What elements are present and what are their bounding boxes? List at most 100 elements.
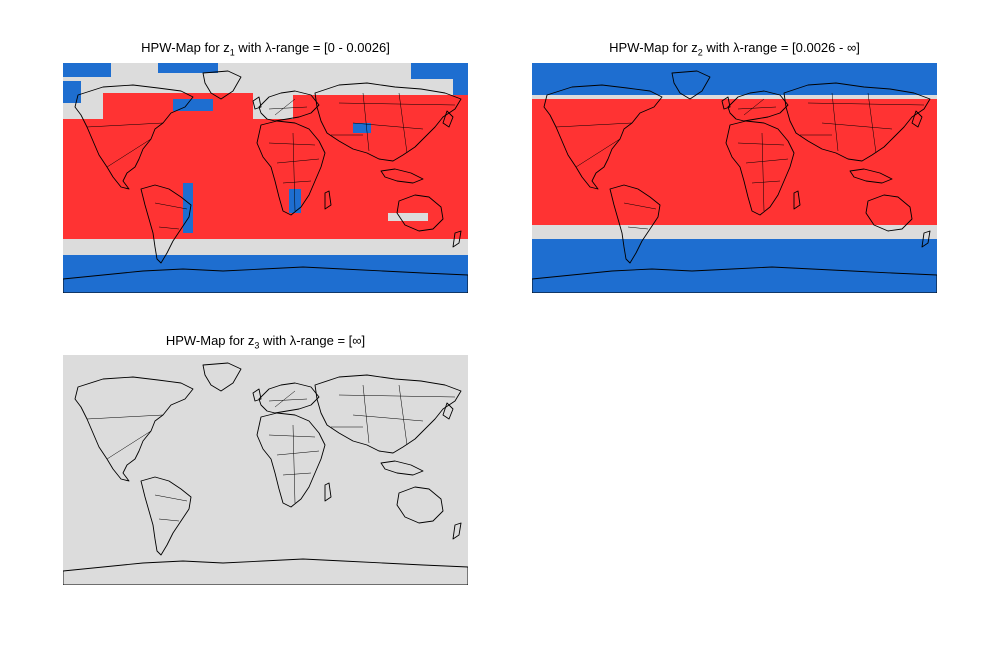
map3-border-7 [268, 434, 316, 438]
map2-antarctica-outline [532, 266, 937, 293]
panel-2-title-prefix: HPW-Map for z [609, 40, 698, 55]
map2-south-america-outline [609, 184, 661, 264]
map1-blue-cap-n [158, 63, 218, 73]
map1-antarctica-outline [63, 266, 468, 293]
map2-africa-outline [725, 120, 795, 216]
map2-blue-south [532, 239, 937, 293]
map3-border-3 [154, 494, 188, 502]
map2-indonesia-outline [849, 168, 893, 184]
map1-border-14 [398, 92, 408, 154]
map1-border-1 [86, 122, 164, 128]
map2-red-north-edge [532, 99, 937, 113]
map1-border-2 [106, 138, 152, 168]
map1-blue-cap-e [453, 79, 468, 99]
map3-border-8 [276, 450, 320, 456]
map2-japan-outline [911, 110, 923, 128]
map2-border-7 [737, 142, 785, 146]
map1-border-4 [158, 226, 180, 230]
panel-1-title-suffix: with λ-range = [0 - 0.0026] [234, 40, 390, 55]
map3-border-11 [338, 394, 456, 398]
panel-2-title: HPW-Map for z2 with λ-range = [0.0026 - … [532, 40, 937, 58]
panel-3-title-prefix: HPW-Map for z [165, 333, 255, 348]
map2-border-8 [745, 158, 789, 164]
panel-1-title-subscript: 1 [229, 47, 235, 58]
map2-border-6 [743, 98, 765, 116]
map1-gray-patch-australia [388, 213, 428, 221]
map2-border-9 [751, 180, 781, 184]
map2-madagascar-outline [793, 190, 801, 210]
map1-blue-cap-ne [411, 63, 468, 79]
map3-asia-outline [314, 374, 462, 454]
map-panel-3 [63, 355, 468, 585]
map1-border-11 [338, 102, 456, 106]
map3-border-5 [268, 398, 308, 402]
map1-south-america-outline [140, 184, 192, 264]
map3-border-13 [362, 384, 370, 444]
map1-border-8 [276, 158, 320, 164]
map3-africa-outline [256, 412, 326, 508]
map1-blue-patch-andes [183, 183, 193, 233]
map1-greenland-outline [202, 70, 242, 100]
map1-border-6 [274, 98, 296, 116]
map3-border-4 [158, 518, 180, 522]
map1-australia-outline [396, 194, 444, 232]
map2-australia-outline [865, 194, 913, 232]
map2-north-america-outline [543, 84, 663, 190]
map3-border-10 [292, 424, 296, 504]
map3-new-zealand-outline [452, 522, 462, 540]
map2-border-3 [623, 202, 657, 210]
map2-europe-outline [727, 90, 789, 122]
map1-border-9 [282, 180, 312, 184]
map1-border-10 [292, 132, 296, 212]
map2-border-2 [575, 138, 621, 168]
map3-japan-outline [442, 402, 454, 420]
map3-border-2 [106, 430, 152, 460]
panel-3-title: HPW-Map for z3 with λ-range = [∞] [63, 333, 468, 351]
map1-asia-outline [314, 82, 462, 162]
map3-border-6 [274, 390, 296, 408]
map1-europe-outline [258, 90, 320, 122]
map1-madagascar-outline [324, 190, 332, 210]
map3-antarctica-outline [63, 558, 468, 585]
map2-border-4 [627, 226, 649, 230]
panel-1-title-prefix: HPW-Map for z [141, 40, 230, 55]
map3-border-12 [352, 414, 424, 422]
panel-3-title-subscript: 3 [254, 340, 260, 351]
map3-indonesia-outline [380, 460, 424, 476]
map2-border-12 [821, 122, 893, 130]
map3-south-america-outline [140, 476, 192, 556]
map1-uk-outline [252, 96, 262, 110]
map2-red-band [532, 105, 937, 225]
map1-border-13 [362, 92, 370, 152]
map3-greenland-outline [202, 362, 242, 392]
map1-gray-band-south [63, 241, 468, 255]
panel-2-title-suffix: with λ-range = [0.0026 - ∞] [702, 40, 860, 55]
map1-new-zealand-outline [452, 230, 462, 248]
panel-1-title: HPW-Map for z1 with λ-range = [0 - 0.002… [63, 40, 468, 58]
map1-blue-cap-w [63, 81, 81, 103]
map1-japan-outline [442, 110, 454, 128]
map1-blue-cap-nw [63, 63, 111, 77]
map1-red-north-east [293, 95, 468, 123]
map2-border-14 [867, 92, 877, 154]
map1-blue-patch-africa [289, 189, 301, 213]
map-panel-1 [63, 63, 468, 293]
map1-north-america-outline [74, 84, 194, 190]
map3-madagascar-outline [324, 482, 332, 502]
map3-background [63, 355, 468, 585]
map2-new-zealand-outline [921, 230, 931, 248]
map2-border-11 [807, 102, 925, 106]
map3-europe-outline [258, 382, 320, 414]
map1-border-5 [268, 106, 308, 110]
map1-blue-south [63, 253, 468, 293]
map2-asia-outline [783, 82, 931, 162]
map2-blue-north [532, 63, 937, 95]
panel-3-title-suffix: with λ-range = [∞] [259, 333, 366, 348]
map3-border-9 [282, 472, 312, 476]
map3-australia-outline [396, 486, 444, 524]
map3-border-1 [86, 414, 164, 420]
map2-border-1 [555, 122, 633, 128]
map1-border-7 [268, 142, 316, 146]
map2-greenland-outline [671, 70, 711, 100]
map2-border-10 [761, 132, 765, 212]
